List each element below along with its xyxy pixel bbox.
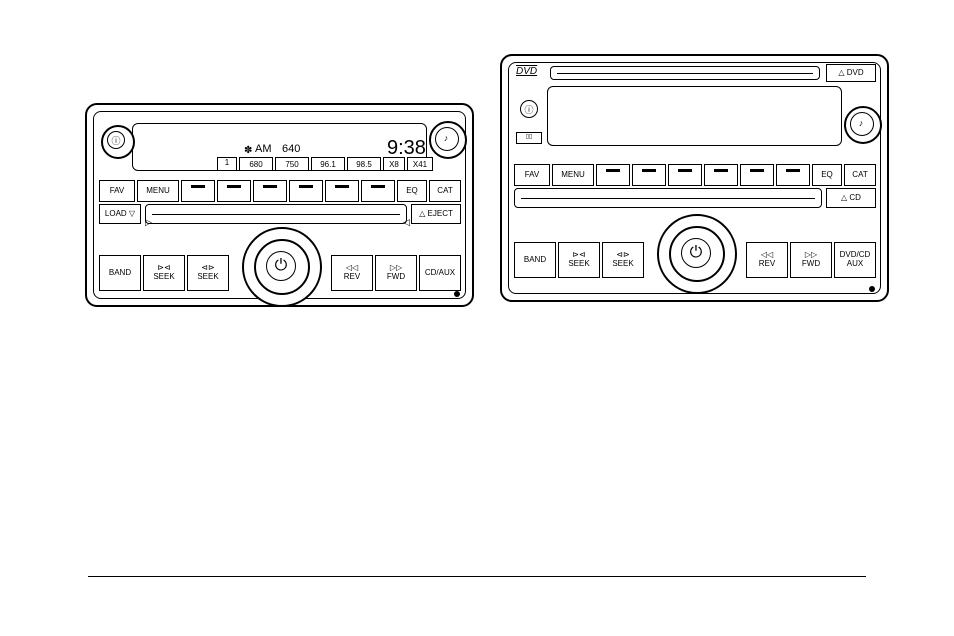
left-load-button[interactable]: LOAD ▽ [99,204,141,224]
left-disp-preset-7: X41 [407,157,433,171]
left-power-button[interactable]: ⏻ [266,251,296,281]
right-radio-panel: DVD △ DVD ⓘ ▯▯ ♪ FAV MENU EQ CAT △ CD [500,54,889,302]
right-band-button[interactable]: BAND [514,242,556,278]
right-eject-cd-button[interactable]: △ CD [826,188,876,208]
left-fwd-button[interactable]: ▷▷FWD [375,255,417,291]
left-disp-preset-2: 680 [239,157,273,171]
left-display-gear-icon: ✽ [244,145,252,156]
left-seek-prev-button[interactable]: ⊳⊲SEEK [143,255,185,291]
right-seek-prev-button[interactable]: ⊳⊲SEEK [558,242,600,278]
left-music-icon: ♪ [437,129,455,147]
right-menu-button[interactable]: MENU [552,164,594,186]
right-dolby-icon: ▯▯ [516,132,542,144]
right-preset-btn-2[interactable] [632,164,666,186]
right-display [547,86,842,146]
right-fav-button[interactable]: FAV [514,164,550,186]
left-rev-button[interactable]: ◁◁REV [331,255,373,291]
left-disp-preset-6: X8 [383,157,405,171]
left-display-preset-row: 1 680 750 96.1 98.5 X8 X41 [217,157,427,171]
right-eject-dvd-button[interactable]: △ DVD [826,64,876,82]
footer-divider [88,576,866,577]
left-display-band: AM [255,143,272,155]
right-led-icon [869,286,875,292]
left-preset-btn-6[interactable] [361,180,395,202]
right-dvd-logo: DVD [516,66,537,77]
left-preset-btn-1[interactable] [181,180,215,202]
left-preset-btn-5[interactable] [325,180,359,202]
left-fav-button[interactable]: FAV [99,180,135,202]
left-radio-panel: ✽ AM 640 9:38 1 680 750 96.1 98.5 X8 X41… [85,103,474,307]
right-eq-button[interactable]: EQ [812,164,842,186]
right-preset-btn-6[interactable] [776,164,810,186]
left-eq-button[interactable]: EQ [397,180,427,202]
page: ✽ AM 640 9:38 1 680 750 96.1 98.5 X8 X41… [0,0,954,636]
left-disp-preset-4: 96.1 [311,157,345,171]
left-disp-preset-5: 98.5 [347,157,381,171]
right-preset-btn-1[interactable] [596,164,630,186]
right-seek-next-button[interactable]: ⊲⊳SEEK [602,242,644,278]
left-menu-button[interactable]: MENU [137,180,179,202]
left-rew-indicator-icon: ▷ [145,217,152,228]
right-fwd-button[interactable]: ▷▷FWD [790,242,832,278]
left-seek-next-button[interactable]: ⊲⊳SEEK [187,255,229,291]
left-led-icon [454,291,460,297]
left-cat-button[interactable]: CAT [429,180,461,202]
left-cdaux-button[interactable]: CD/AUX [419,255,461,291]
right-info-icon[interactable]: ⓘ [520,100,538,118]
right-preset-btn-3[interactable] [668,164,702,186]
right-cat-button[interactable]: CAT [844,164,876,186]
left-preset-btn-2[interactable] [217,180,251,202]
left-disp-preset-3: 750 [275,157,309,171]
right-power-button[interactable]: ⏻ [681,238,711,268]
left-info-icon: ⓘ [107,131,125,149]
right-cd-slot[interactable] [514,188,822,208]
right-dvdcdaux-button[interactable]: DVD/CD AUX [834,242,876,278]
left-display-freq: 640 [282,143,300,155]
right-dvd-slot[interactable] [550,66,820,80]
right-rev-button[interactable]: ◁◁REV [746,242,788,278]
left-fwd-indicator-icon: ◁ [403,217,410,228]
right-preset-btn-5[interactable] [740,164,774,186]
left-eject-button[interactable]: △ EJECT [411,204,461,224]
left-cd-slot[interactable] [145,204,407,224]
right-preset-btn-4[interactable] [704,164,738,186]
left-disp-preset-1: 1 [217,157,237,171]
right-music-icon: ♪ [852,114,870,132]
left-band-button[interactable]: BAND [99,255,141,291]
left-preset-btn-3[interactable] [253,180,287,202]
left-preset-btn-4[interactable] [289,180,323,202]
